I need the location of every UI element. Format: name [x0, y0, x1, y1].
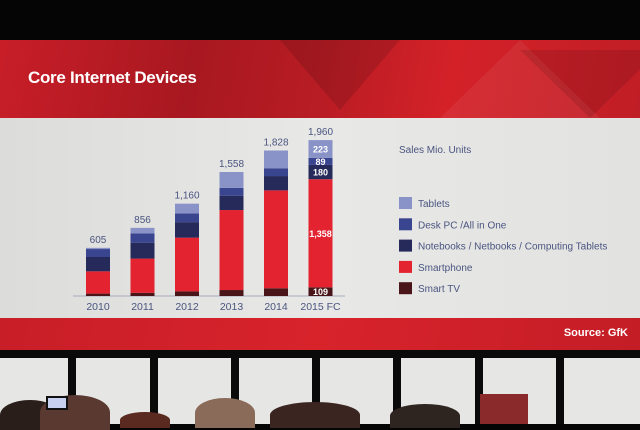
slide-footer: Source: GfK	[0, 318, 640, 350]
bar-segment-smartphone	[219, 210, 244, 291]
stage-post	[231, 350, 239, 424]
segment-label: 180	[313, 168, 328, 178]
bar-segment-tablets	[86, 247, 110, 250]
total-label: 1,160	[174, 191, 199, 202]
units-label: Sales Mio. Units	[399, 145, 472, 156]
bar-segment-notebooks-netbooks-computing-tablets	[86, 257, 110, 272]
segment-label: 223	[313, 144, 328, 154]
slide-header: Core Internet Devices	[0, 40, 640, 118]
bar-segment-tablets	[264, 150, 288, 169]
segment-label: 89	[315, 157, 325, 167]
bar-segment-smart-tv	[308, 287, 333, 296]
x-tick-label: 2012	[175, 301, 199, 313]
bar-segment-smart-tv	[264, 288, 288, 296]
legend-label: Smart TV	[418, 284, 460, 295]
bar-segment-desk-pc-all-in-one	[175, 213, 199, 223]
legend-label: Desk PC /All in One	[418, 220, 507, 231]
bar-segment-smartphone	[175, 237, 199, 292]
audience-head	[390, 404, 460, 428]
x-tick-label: 2011	[131, 301, 154, 313]
bar-segment-notebooks-netbooks-computing-tablets	[264, 176, 288, 191]
stage-post	[312, 350, 320, 424]
legend-swatch	[399, 218, 412, 231]
x-tick-label: 2013	[220, 301, 244, 313]
legend-label: Smartphone	[418, 263, 473, 274]
x-tick-label: 2015 FC	[300, 301, 341, 313]
podium	[480, 394, 528, 424]
total-label: 1,558	[219, 159, 244, 170]
camera-screen	[46, 396, 68, 410]
total-label: 1,828	[263, 138, 288, 149]
bar-segment-smartphone	[130, 258, 155, 293]
legend-swatch	[399, 260, 412, 273]
bar-segment-desk-pc-all-in-one	[130, 233, 155, 243]
legend-label: Tablets	[418, 199, 450, 210]
bar-segment-desk-pc-all-in-one	[308, 157, 333, 165]
segment-label: 109	[313, 287, 328, 297]
legend-swatch	[399, 282, 412, 295]
total-label: 1,960	[308, 127, 333, 138]
bar-segment-smart-tv	[219, 290, 244, 296]
bar-segment-notebooks-netbooks-computing-tablets	[175, 222, 199, 238]
bar-segment-notebooks-netbooks-computing-tablets	[130, 242, 155, 259]
source-label: Source: GfK	[563, 327, 628, 339]
stage-post	[393, 350, 401, 424]
audience-head	[120, 412, 170, 428]
bar-segment-desk-pc-all-in-one	[264, 168, 288, 177]
bar-segment-smartphone	[308, 179, 333, 288]
bar-segment-tablets	[130, 227, 155, 234]
bar-segment-smartphone	[86, 271, 110, 294]
total-label: 856	[134, 215, 151, 226]
segment-label: 1,358	[309, 229, 332, 239]
bar-segment-tablets	[219, 171, 244, 188]
bar-segment-tablets	[175, 203, 199, 214]
stage-post	[475, 350, 483, 424]
bar-segment-smart-tv	[86, 293, 110, 296]
bar-segment-desk-pc-all-in-one	[219, 187, 244, 196]
audience-head	[270, 402, 360, 428]
legend-label: Notebooks / Netbooks / Computing Tablets	[418, 242, 607, 253]
bar-segment-smart-tv	[175, 291, 199, 296]
bar-segment-desk-pc-all-in-one	[86, 249, 110, 257]
x-tick-label: 2014	[264, 301, 288, 313]
legend-swatch	[399, 239, 412, 252]
stacked-bar-chart: 605 2010 856 2011 1,160 2012 1,558 2013 1,828 201…	[73, 127, 607, 313]
total-label: 605	[90, 235, 107, 246]
audience-head	[195, 398, 255, 428]
stage-post	[150, 350, 158, 424]
x-tick-label: 2010	[86, 301, 110, 313]
slide-title: Core Internet Devices	[28, 68, 197, 87]
stage-post	[68, 350, 76, 424]
bar-segment-notebooks-netbooks-computing-tablets	[308, 164, 333, 180]
bar-segment-smart-tv	[130, 292, 155, 296]
stage-post	[556, 350, 564, 424]
stage-beam	[0, 350, 640, 358]
bar-segment-smartphone	[264, 190, 288, 289]
bar-segment-tablets	[308, 140, 333, 158]
bar-segment-notebooks-netbooks-computing-tablets	[219, 195, 244, 211]
legend-swatch	[399, 197, 412, 209]
